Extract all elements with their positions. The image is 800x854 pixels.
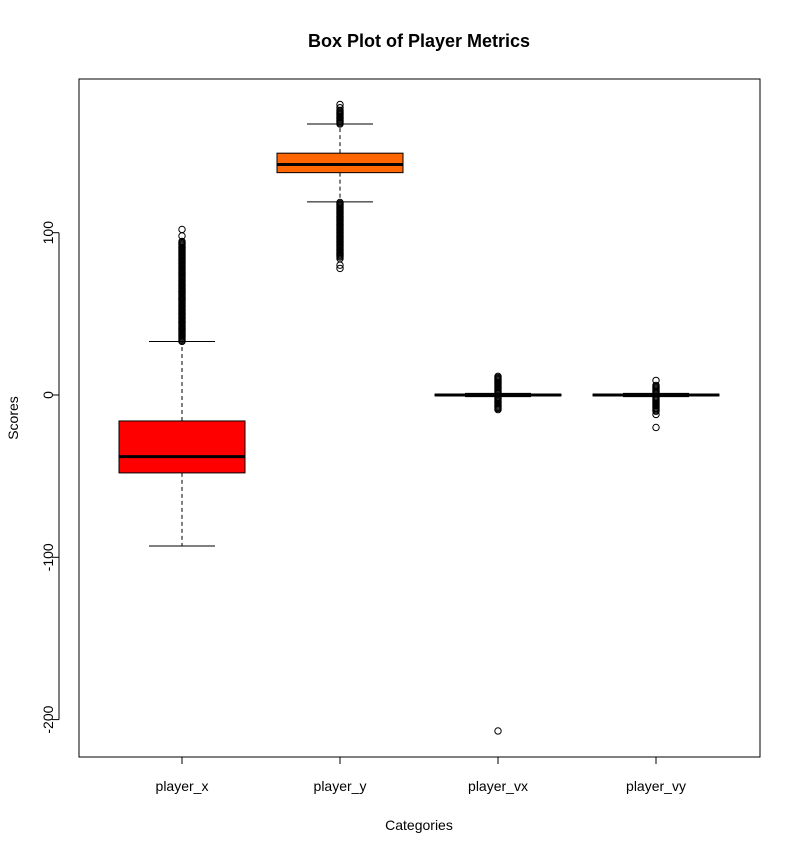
outlier-point [494,393,502,401]
y-tick-label: 100 [40,221,56,245]
outlier-point [178,324,186,333]
y-axis-label: Scores [5,396,21,440]
box-player_vy [592,376,720,432]
outlier-point [652,410,660,419]
outlier-point [336,106,344,115]
outlier-point [178,237,186,246]
y-tick-label: -100 [40,543,56,571]
outlier-point [336,198,344,207]
chart-title: Box Plot of Player Metrics [308,31,530,51]
x-axis-label: Categories [385,817,453,833]
outlier-point [494,727,502,735]
x-tick-label: player_y [314,778,367,794]
outlier-point [336,100,344,109]
box-iqr [276,152,404,174]
box-player_vx [434,372,562,735]
x-tick-label: player_x [156,778,209,794]
y-axis: -200 -100 0 100 [40,221,60,734]
x-axis: player_x player_y player_vx player_vy [156,756,686,794]
outlier-point [178,225,186,234]
box-player_y [276,100,404,273]
y-tick-label: 0 [40,391,56,399]
x-tick-label: player_vy [626,778,686,794]
outlier-point [178,232,186,240]
outlier-point [178,295,186,303]
outlier-point [652,381,660,390]
outlier-point [652,376,660,385]
box-iqr [118,420,246,474]
y-tick-label: -200 [40,705,56,733]
outlier-point [336,254,344,263]
outlier-point [336,104,344,112]
box-player_x [118,225,246,547]
x-tick-label: player_vx [468,778,528,794]
outlier-point [178,310,186,318]
outlier-point [178,287,186,295]
plot-frame [78,78,761,758]
outlier-point [494,372,502,381]
outlier-point [652,423,660,432]
boxes-group [118,100,720,735]
outlier-point [652,393,660,402]
outlier-point [336,264,344,273]
